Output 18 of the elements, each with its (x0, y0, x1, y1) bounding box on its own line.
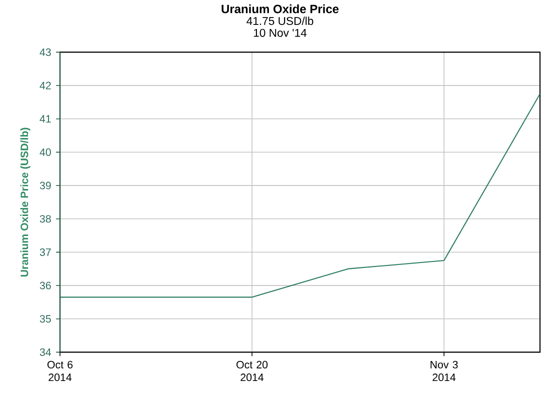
y-tick-label: 40 (40, 148, 51, 156)
x-tick-label: Oct 6 2014 (47, 360, 73, 382)
y-tick-label: 43 (40, 48, 51, 56)
x-tick-label: Nov 3 2014 (430, 360, 458, 382)
y-axis-title: Uranium Oxide Price (USD/lb) (20, 128, 30, 276)
x-tick-label: Oct 20 2014 (236, 360, 268, 382)
chart-title: Uranium Oxide Price (222, 4, 339, 14)
y-tick-label: 38 (40, 214, 51, 223)
y-tick-label: 42 (40, 82, 51, 90)
text: 10 Nov '14 (254, 28, 307, 37)
y-tick-label: 36 (40, 282, 51, 290)
y-tick-label: 39 (40, 182, 51, 190)
y-tick-label: 37 (40, 248, 51, 256)
y-tick-label: 34 (40, 348, 52, 356)
chart-subtitle: 41.75 USD/lb (246, 16, 314, 25)
line-series (60, 93, 540, 298)
y-tick-label: 41 (40, 115, 51, 122)
y-tick-label: 35 (40, 314, 51, 323)
